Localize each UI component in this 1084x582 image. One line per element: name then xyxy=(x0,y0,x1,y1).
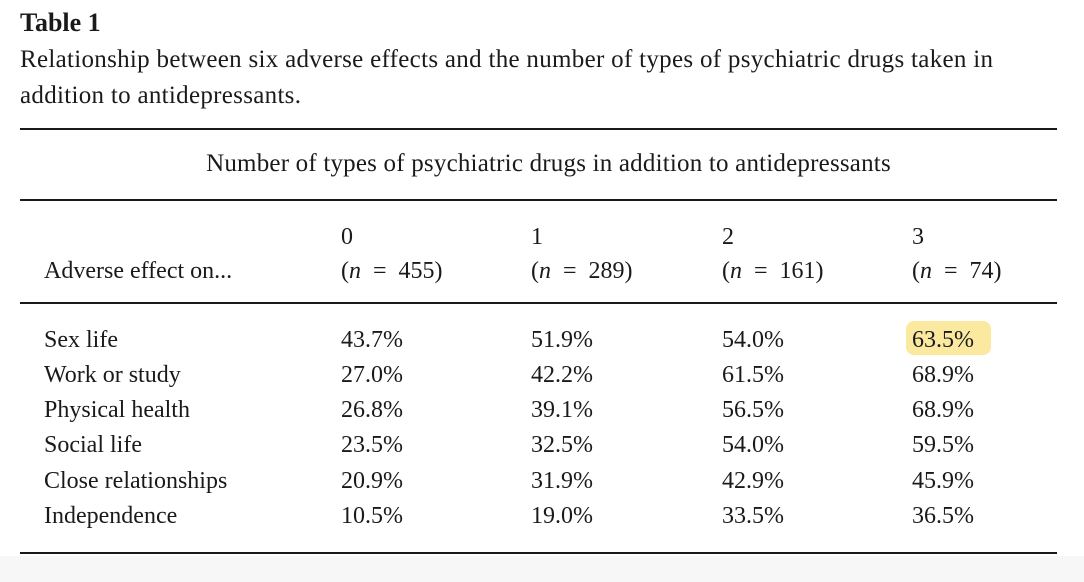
page-bottom-shade xyxy=(0,556,1084,582)
highlight-marker xyxy=(906,321,991,355)
n-symbol: n xyxy=(920,258,932,284)
header-rule xyxy=(20,302,1057,304)
table-cell: 26.8% xyxy=(341,397,403,423)
row-label: Close relationships xyxy=(44,468,228,494)
column-header-n: (n = 455) xyxy=(341,258,443,284)
table-cell: 27.0% xyxy=(341,362,403,388)
column-header-number: 0 xyxy=(341,224,353,250)
row-header-label: Adverse effect on... xyxy=(44,258,233,284)
n-symbol: n xyxy=(349,258,361,284)
spanner-header: Number of types of psychiatric drugs in … xyxy=(206,150,891,177)
table-cell: 61.5% xyxy=(722,362,784,388)
table-cell: 36.5% xyxy=(912,503,974,529)
table-cell: 20.9% xyxy=(341,468,403,494)
column-header-n: (n = 161) xyxy=(722,258,824,284)
column-header-n: (n = 289) xyxy=(531,258,633,284)
table-cell: 32.5% xyxy=(531,432,593,458)
table-cell: 68.9% xyxy=(912,397,974,423)
table-cell: 31.9% xyxy=(531,468,593,494)
table-cell: 23.5% xyxy=(341,432,403,458)
row-label: Social life xyxy=(44,432,142,458)
table-label: Table 1 xyxy=(20,8,101,37)
table-cell: 51.9% xyxy=(531,327,593,353)
table-cell: 10.5% xyxy=(341,503,403,529)
table-cell: 56.5% xyxy=(722,397,784,423)
column-header-number: 1 xyxy=(531,224,543,250)
row-label: Independence xyxy=(44,503,178,529)
column-header-number: 2 xyxy=(722,224,734,250)
column-header-number: 3 xyxy=(912,224,924,250)
column-header-n: (n = 74) xyxy=(912,258,1002,284)
row-label: Sex life xyxy=(44,327,118,353)
table-caption: Relationship between six adverse effects… xyxy=(20,46,994,109)
table-cell-highlighted: 63.5% xyxy=(912,327,974,353)
n-value: 455 xyxy=(398,258,435,284)
table-cell: 42.9% xyxy=(722,468,784,494)
table-cell: 43.7% xyxy=(341,327,403,353)
table-cell: 54.0% xyxy=(722,327,784,353)
n-value: 74 xyxy=(969,258,994,284)
table-cell: 68.9% xyxy=(912,362,974,388)
bottom-rule xyxy=(20,552,1057,554)
table-cell: 33.5% xyxy=(722,503,784,529)
table-cell: 19.0% xyxy=(531,503,593,529)
n-symbol: n xyxy=(539,258,551,284)
table-cell: 39.1% xyxy=(531,397,593,423)
row-label: Work or study xyxy=(44,362,181,388)
n-symbol: n xyxy=(730,258,742,284)
row-label: Physical health xyxy=(44,397,190,423)
spanner-rule xyxy=(20,199,1057,201)
n-value: 289 xyxy=(588,258,625,284)
table-cell: 54.0% xyxy=(722,432,784,458)
table-cell: 59.5% xyxy=(912,432,974,458)
table-cell: 45.9% xyxy=(912,468,974,494)
top-rule xyxy=(20,128,1057,130)
table-cell: 42.2% xyxy=(531,362,593,388)
n-value: 161 xyxy=(779,258,816,284)
